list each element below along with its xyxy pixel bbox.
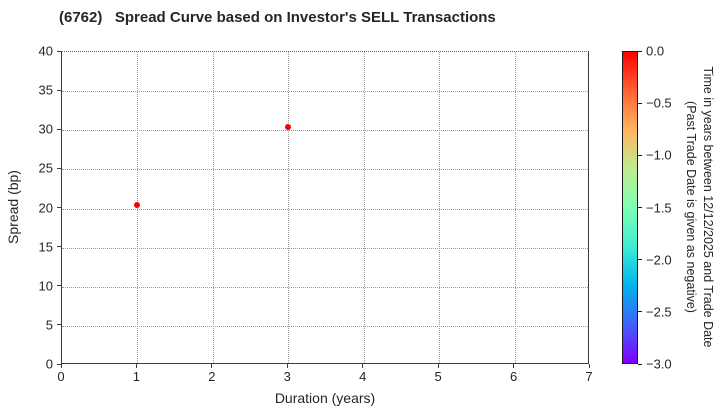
x-tick-mark — [588, 364, 590, 368]
colorbar-tick-mark — [638, 102, 642, 104]
colorbar-label: Time in years between 12/12/2025 and Tra… — [682, 67, 716, 348]
colorbar-tick-label: −0.5 — [646, 95, 672, 111]
x-tick-mark — [362, 364, 364, 368]
colorbar-tick-mark — [638, 259, 642, 261]
gridline-horizontal — [62, 286, 588, 288]
colorbar-tick-mark — [638, 154, 642, 156]
colorbar-tick-label: 0.0 — [646, 43, 665, 59]
x-tick-mark — [60, 364, 62, 368]
x-tick-label: 2 — [208, 369, 216, 384]
y-tick-mark — [57, 285, 61, 287]
colorbar-tick-mark — [638, 207, 642, 208]
y-tick-mark — [57, 363, 61, 365]
gridline-vertical — [363, 52, 365, 363]
colorbar-tick-label: −2.0 — [646, 252, 672, 268]
colorbar-tick-label: −2.5 — [646, 304, 672, 320]
data-point — [134, 201, 141, 208]
y-tick-label: 35 — [38, 82, 53, 98]
y-tick-label: 10 — [38, 278, 53, 294]
y-tick-label: 25 — [38, 160, 53, 176]
gridline-horizontal — [62, 130, 588, 132]
colorbar-tick-mark — [638, 311, 642, 313]
plot-area — [61, 51, 589, 364]
y-tick-mark — [57, 50, 61, 52]
y-tick-label: 15 — [38, 239, 53, 255]
x-tick-mark — [286, 364, 288, 368]
colorbar-label-line1: Time in years between 12/12/2025 and Tra… — [700, 66, 715, 348]
gridline-vertical — [212, 52, 214, 363]
y-tick-mark — [57, 324, 61, 326]
data-point — [285, 124, 292, 131]
chart-title: (6762) Spread Curve based on Investor's … — [59, 9, 496, 26]
y-tick-mark — [57, 246, 61, 248]
colorbar-tick-label: −1.0 — [646, 147, 672, 163]
x-tick-label: 3 — [283, 369, 291, 384]
gridline-vertical — [288, 52, 290, 363]
x-tick-label: 0 — [57, 369, 65, 384]
colorbar-label-line2: (Past Trade Date is given as negative) — [684, 101, 698, 313]
gridline-vertical — [439, 52, 441, 363]
x-tick-mark — [135, 364, 137, 368]
x-tick-label: 4 — [359, 369, 367, 384]
x-tick-mark — [211, 364, 213, 368]
x-tick-label: 7 — [585, 369, 593, 384]
y-tick-mark — [57, 89, 61, 91]
gridline-vertical — [514, 52, 516, 363]
x-tick-label: 1 — [132, 369, 141, 384]
gridline-horizontal — [62, 91, 588, 93]
gridline-horizontal — [62, 169, 588, 171]
colorbar-tick-mark — [638, 363, 642, 365]
y-tick-label: 40 — [38, 43, 53, 59]
y-tick-label: 20 — [38, 200, 53, 215]
colorbar-tick-label: −1.5 — [646, 200, 672, 215]
y-tick-label: 0 — [45, 356, 53, 372]
colorbar-tick-label: −3.0 — [646, 356, 672, 372]
y-tick-mark — [57, 128, 61, 130]
y-tick-label: 30 — [38, 121, 53, 137]
x-tick-label: 5 — [434, 369, 442, 384]
x-axis-label: Duration (years) — [274, 390, 376, 406]
x-tick-label: 6 — [509, 369, 518, 384]
x-tick-mark — [513, 364, 515, 368]
colorbar-tick-mark — [638, 50, 642, 52]
y-tick-mark — [57, 167, 61, 169]
y-tick-label: 5 — [45, 317, 53, 333]
y-tick-mark — [57, 207, 61, 208]
gridline-horizontal — [62, 247, 588, 249]
colorbar-gradient — [622, 51, 638, 364]
gridline-horizontal — [62, 208, 588, 210]
x-tick-mark — [437, 364, 439, 368]
gridline-horizontal — [62, 325, 588, 327]
